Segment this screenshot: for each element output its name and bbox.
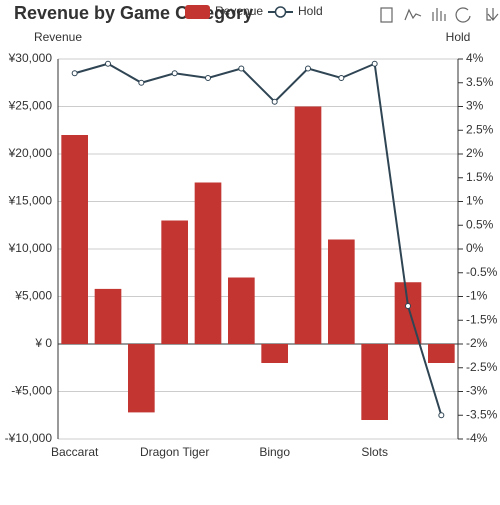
tool-data-view[interactable] [380,7,393,23]
y2-tick-label: 2.5% [466,122,494,136]
bar [161,220,188,344]
y2-axis-label: Hold [446,30,471,44]
y2-tick-label: -0.5% [466,265,498,279]
bar [328,239,355,344]
y-tick-label: ¥30,000 [8,51,53,65]
line-point [338,75,345,81]
bar [261,344,288,363]
legend-swatch [274,6,287,18]
y2-tick-label: 3.5% [466,75,494,89]
legend-swatch [185,5,210,19]
line-point [238,65,245,72]
y2-tick-label: 4% [466,51,484,65]
y-tick-label: ¥10,000 [8,241,53,255]
line [74,62,443,416]
line-point [205,75,211,81]
line-point [438,412,445,419]
y2-tick-label: -1% [466,289,488,303]
y-tick-label: -¥10,000 [5,431,53,445]
y2-tick-label: -3.5% [466,407,498,421]
y2-tick-label: -2% [466,336,488,350]
y2-tick-label: -1.5% [466,312,498,326]
y2-tick-label: 0.5% [466,217,494,231]
x-tick-label: Dragon Tiger [140,445,209,459]
line-point [305,65,311,72]
line-point [371,60,378,67]
bar [428,344,455,363]
line-point [105,60,111,67]
y2-tick-label: 3% [466,99,484,113]
bar [128,344,155,413]
y-tick-label: -¥5,000 [11,384,52,398]
bar [61,135,88,344]
tool-save[interactable] [486,8,499,21]
x-tick-label: Slots [361,445,388,459]
legend-label: Revenue [215,4,263,18]
bar [94,288,122,344]
line-point [171,70,178,77]
y2-tick-label: -2.5% [466,360,498,374]
line-point [271,98,278,105]
bar [194,182,222,344]
bar [294,106,322,344]
y2-tick-label: 1.5% [466,170,494,184]
line-point [405,303,411,309]
y-tick-label: ¥5,000 [14,289,52,303]
y-tick-label: ¥25,000 [8,99,53,113]
y-tick-label: ¥15,000 [8,194,53,208]
line-point [71,70,78,77]
toolbox[interactable] [380,7,499,23]
y2-tick-label: 1% [466,194,484,208]
y2-tick-label: 0% [466,241,484,255]
tool-restore[interactable] [455,7,471,23]
y2-tick-label: 2% [466,146,484,160]
bar [361,344,388,420]
bar [228,277,255,344]
y2-tick-label: -3% [466,384,488,398]
x-tick-label: Bingo [259,445,290,459]
line-point [138,79,145,86]
legend-label: Hold [298,4,323,18]
y2-tick-label: -4% [466,431,488,445]
tool-line[interactable] [404,8,422,21]
y-tick-label: ¥20,000 [8,146,53,160]
y-axis-label: Revenue [34,30,82,44]
y-tick-label: ¥ 0 [34,336,52,350]
tool-bar[interactable] [432,8,446,21]
x-tick-label: Baccarat [51,445,99,459]
